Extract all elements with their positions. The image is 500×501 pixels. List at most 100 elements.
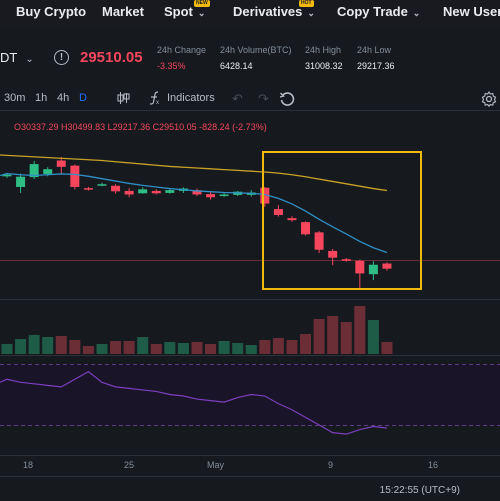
candle-body [260,187,270,204]
candle-body [56,160,66,167]
ma-long-line [0,154,388,192]
stat-24h-change: 24h Change -3.35% [157,45,207,71]
x-tick-label: 25 [124,460,135,470]
volume-bar [340,322,352,354]
volume-bar [205,344,217,354]
candle [2,173,12,178]
interval-30m[interactable]: 30m [4,92,26,104]
candle [56,156,66,174]
volume-bar [381,342,393,354]
candle [287,216,297,222]
volume-bar [96,344,108,354]
candle-body [16,176,26,187]
candle-body [355,260,365,274]
candle [273,205,283,217]
volume-bar [218,341,230,354]
interval-d[interactable]: D [79,92,87,104]
volume-bar [150,344,162,354]
candle-body [151,190,161,194]
volume-bar [300,334,312,354]
candle [29,160,39,180]
candle [138,187,148,194]
candle [83,186,93,191]
candle [165,188,175,194]
nav-new-user[interactable]: New User [443,4,500,19]
x-tick-label: May [207,460,225,470]
last-price: 29510.05 [80,49,143,66]
x-tick-label: 18 [23,460,34,470]
candle-body [111,185,121,192]
reset-icon[interactable] [279,91,295,110]
stat-24h-volume: 24h Volume(BTC) 6428.14 [220,45,292,71]
ohlc-readout: O30337.29 H30499.83 L29217.36 C29510.05 … [14,122,267,132]
info-icon[interactable]: ! [54,50,69,65]
candle [260,186,270,207]
candle-body [124,190,134,195]
candle-body [70,165,80,187]
nav-spot[interactable]: Spot ⌄ NEW [164,0,210,19]
candle-body [97,184,107,186]
volume-bar [191,342,203,354]
candle [111,184,121,194]
chevron-down-icon: ⌄ [307,8,315,18]
indicators-button[interactable]: Indicators [167,92,215,104]
volume-bar [55,336,67,354]
x-tick-label: 9 [328,460,334,470]
price-chart[interactable] [0,110,500,460]
hot-badge: HOT [299,0,314,7]
volume-bar [82,346,94,354]
volume-bar [286,340,298,354]
candle [16,173,26,193]
volume-bar [367,320,379,354]
candle-body [314,232,324,250]
ma-short-line [0,172,388,254]
candle [341,258,351,262]
candle-body [43,169,53,174]
candle-body [287,218,297,221]
volume-bar [327,316,339,354]
nav-derivatives[interactable]: Derivatives ⌄ HOT [233,0,315,19]
candle-body [165,190,175,193]
candle [368,261,378,281]
candle [219,193,229,197]
interval-4h[interactable]: 4h [57,92,70,104]
candle [192,188,202,197]
volume-bar [1,344,13,354]
candle-body [341,259,351,261]
settings-gear-icon[interactable] [481,90,497,110]
nav-market[interactable]: Market [102,4,144,19]
nav-copy-trade[interactable]: Copy Trade ⌄ [337,4,421,19]
candle [124,188,134,198]
candle-body [368,264,378,275]
volume-bar [69,340,81,354]
top-nav: Buy Crypto Market Spot ⌄ NEW Derivatives ⌄… [0,0,500,26]
candle-body [138,189,148,194]
volume-bar [232,343,244,354]
redo-icon[interactable]: ↷ [258,91,269,106]
candle [151,189,161,195]
new-badge: NEW [194,0,210,7]
candle-body [382,263,392,269]
stat-24h-high: 24h High 31008.32 [305,45,343,71]
chevron-down-icon: ⌄ [197,8,206,18]
volume-bar [164,342,176,354]
volume-bar [313,319,325,354]
candle-type-icon[interactable] [117,91,130,108]
volume-bar [15,339,27,354]
svg-text:x: x [156,100,159,105]
chart-toolbar: 30m 1h 4h D x Indicators ↶ ↷ [0,86,500,110]
server-time: 15:22:55 (UTC+9) [379,485,460,496]
x-tick-label: 16 [428,460,439,470]
indicators-icon[interactable]: x [148,91,162,108]
pair-selector[interactable]: DT ⌄ [0,50,34,65]
volume-bar [245,345,257,354]
volume-bar [259,340,271,354]
candle-body [29,164,39,178]
candle [355,259,365,289]
candle-body [328,250,338,258]
nav-buy-crypto[interactable]: Buy Crypto [16,4,87,19]
interval-1h[interactable]: 1h [35,92,48,104]
volume-bar [110,341,122,354]
undo-icon[interactable]: ↶ [232,91,243,106]
volume-bar [123,341,135,354]
